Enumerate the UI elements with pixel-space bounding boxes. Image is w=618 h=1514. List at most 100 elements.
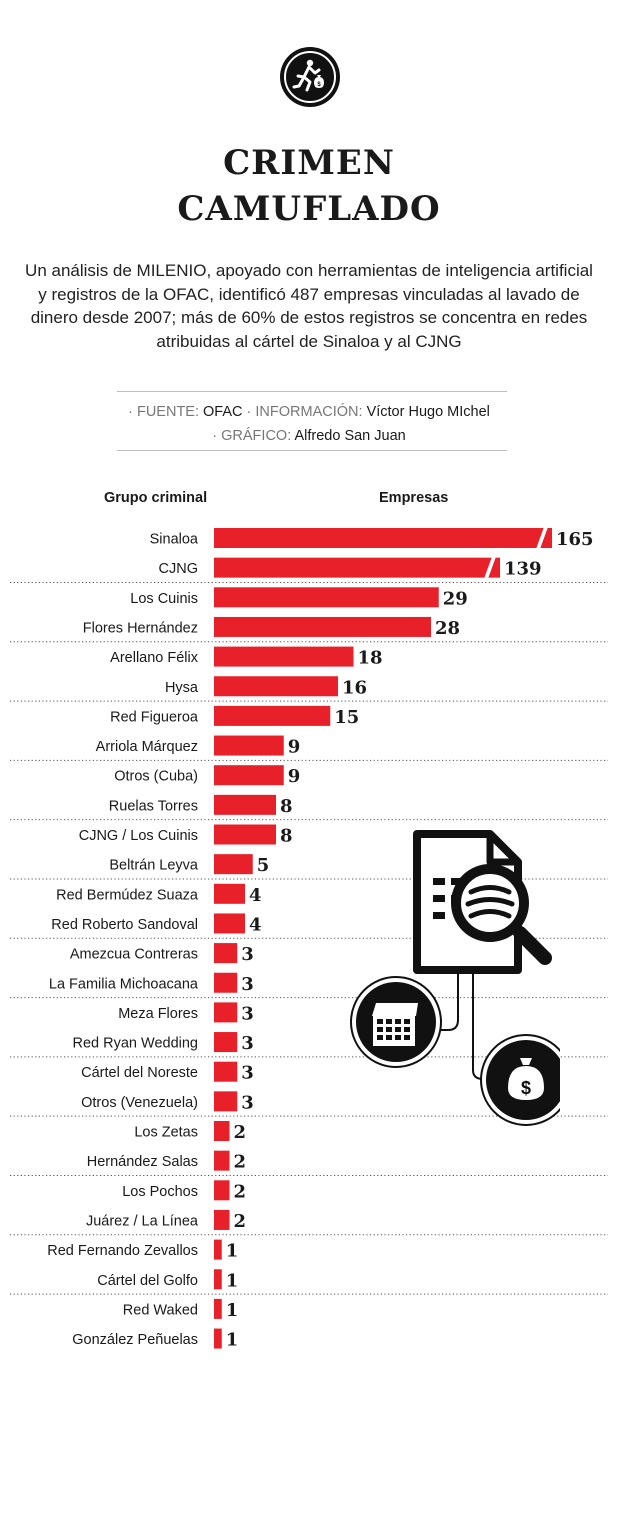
value-label: 2 (234, 1181, 247, 1202)
bar (214, 854, 253, 875)
category-label: CJNG (159, 561, 198, 577)
value-label: 1 (226, 1241, 239, 1262)
bar (214, 557, 500, 578)
category-label: Beltrán Leyva (109, 858, 199, 874)
bar (214, 972, 238, 993)
category-label: Red Roberto Sandoval (51, 917, 198, 933)
value-label: 9 (288, 766, 301, 787)
value-label: 4 (249, 914, 262, 935)
bar (214, 735, 284, 756)
value-label: 3 (241, 1003, 254, 1024)
bar (214, 1150, 230, 1171)
category-label: González Peñuelas (72, 1332, 198, 1348)
category-label: Ruelas Torres (109, 798, 198, 814)
bar (214, 943, 238, 964)
bar (214, 1328, 222, 1349)
bar (214, 528, 552, 548)
value-label: 3 (241, 944, 254, 965)
divider-top (117, 391, 507, 392)
bar (214, 1032, 238, 1053)
bar (214, 913, 245, 934)
category-label: Arriola Márquez (96, 739, 198, 755)
bar (214, 616, 431, 637)
bar (214, 1121, 230, 1141)
value-label: 4 (249, 885, 262, 906)
bar (214, 824, 276, 845)
credits: · FUENTE: OFAC · INFORMACIÓN: Víctor Hug… (0, 400, 618, 448)
bar (214, 1180, 230, 1201)
value-header: Empresas (379, 490, 449, 506)
category-label: Hernández Salas (87, 1154, 198, 1170)
category-label: Hysa (165, 680, 199, 696)
value-label: 8 (280, 826, 293, 847)
subtitle: Un análisis de MILENIO, apoyado con herr… (25, 261, 593, 351)
category-label: La Familia Michoacana (49, 976, 199, 992)
value-label: 139 (504, 559, 542, 580)
value-label: 2 (234, 1211, 247, 1232)
value-label: 2 (234, 1122, 247, 1143)
info-value: Víctor Hugo MIchel (366, 404, 490, 420)
category-label: Juárez / La Línea (86, 1213, 199, 1229)
category-label: Sinaloa (150, 532, 199, 548)
bar (214, 1091, 238, 1112)
graphic-label: · GRÁFICO: (212, 428, 292, 444)
bar (214, 765, 284, 786)
bar (214, 883, 245, 904)
value-label: 5 (257, 855, 270, 876)
info-label: · INFORMACIÓN: (246, 404, 363, 420)
category-label: Meza Flores (118, 1006, 198, 1022)
value-label: 16 (342, 677, 367, 698)
bar (214, 1061, 238, 1082)
category-label: Cártel del Golfo (97, 1273, 198, 1289)
svg-text:$: $ (521, 1078, 531, 1098)
category-label: Otros (Cuba) (114, 769, 198, 785)
page-title: CRIMEN CAMUFLADO (0, 140, 618, 232)
category-label: Los Zetas (134, 1125, 198, 1141)
bar (214, 705, 331, 726)
category-label: Red Figueroa (110, 709, 199, 725)
category-label: Red Bermúdez Suaza (56, 887, 199, 903)
bar (214, 676, 338, 697)
category-label: Los Pochos (122, 1184, 198, 1200)
axis-break (536, 527, 548, 549)
value-label: 28 (435, 618, 460, 639)
graphic-value: Alfredo San Juan (294, 428, 406, 444)
value-label: 29 (443, 588, 468, 609)
category-label: Flores Hernández (83, 620, 198, 636)
value-label: 1 (226, 1270, 239, 1291)
category-label: Red Fernando Zevallos (47, 1243, 198, 1259)
value-label: 15 (334, 707, 359, 728)
source-label: · FUENTE: (128, 404, 199, 420)
axis-break (484, 556, 496, 579)
value-label: 1 (226, 1330, 239, 1351)
document-magnifier-icon: $ (350, 830, 560, 1126)
source-value: OFAC (203, 404, 243, 420)
bar (214, 1209, 230, 1230)
category-label: Los Cuinis (130, 591, 198, 607)
bar (214, 587, 439, 608)
bar (214, 794, 276, 815)
svg-text:$: $ (317, 82, 321, 88)
category-header: Grupo criminal (104, 490, 208, 506)
value-label: 1 (226, 1300, 239, 1321)
value-label: 3 (241, 974, 254, 995)
value-label: 3 (241, 1033, 254, 1054)
title-line-2: CAMUFLADO (177, 189, 441, 229)
category-label: Otros (Venezuela) (81, 1095, 198, 1111)
value-label: 165 (556, 529, 594, 550)
bar (214, 1298, 222, 1319)
divider-bottom (117, 450, 507, 451)
category-label: Amezcua Contreras (70, 947, 198, 963)
category-label: Arellano Félix (110, 650, 199, 666)
value-label: 18 (358, 648, 383, 669)
category-label: Cártel del Noreste (81, 1065, 198, 1081)
category-label: Red Waked (123, 1302, 198, 1318)
value-label: 3 (241, 1092, 254, 1113)
logo-icon: $ (280, 47, 340, 107)
bar (214, 1239, 222, 1260)
value-label: 2 (234, 1152, 247, 1173)
category-label: CJNG / Los Cuinis (79, 828, 198, 844)
bar (214, 1002, 238, 1023)
bar (214, 646, 354, 667)
